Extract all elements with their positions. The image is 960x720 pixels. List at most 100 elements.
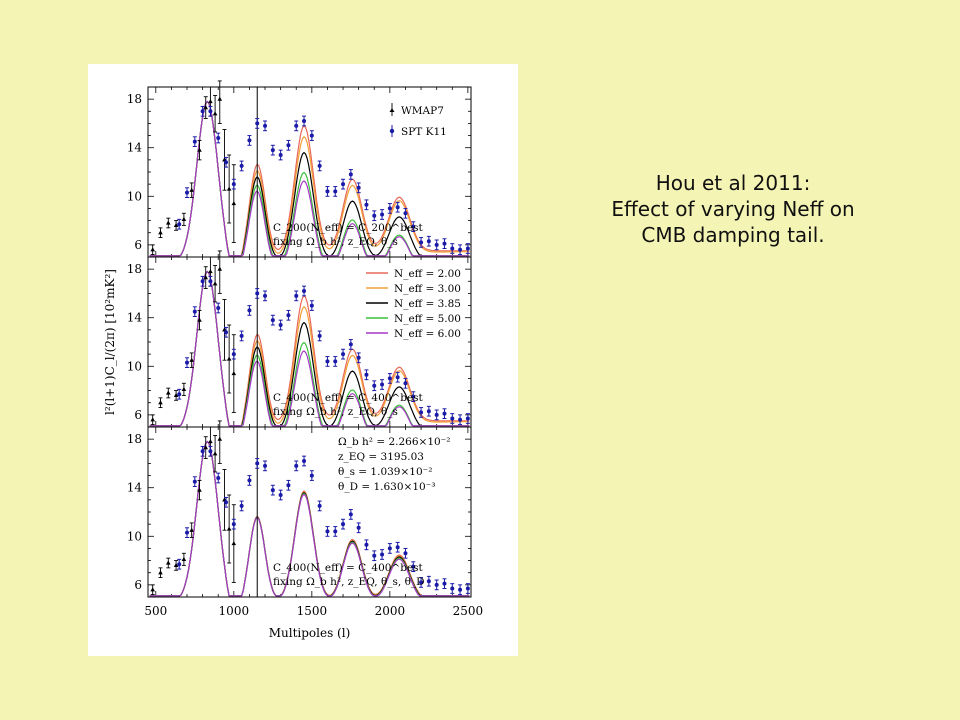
panel-1-note-constraint: C_200(N_eff) = C_200^best (273, 222, 424, 234)
panel-3-spt-point (387, 546, 392, 551)
panel-1-spt-point (278, 153, 283, 157)
panel-1-wmap7-point (165, 220, 171, 225)
panel-3-spt-point (302, 459, 307, 463)
panel-3-spt-point (341, 522, 346, 527)
panel-3-spt-point (426, 579, 431, 584)
panel-3-spt-point (419, 580, 424, 585)
panel-3-wmap7-point (217, 436, 223, 441)
panel-2-wmap7-point (203, 275, 209, 280)
panel-3-wmap7-point (231, 541, 237, 546)
panel-3-spt-point (325, 529, 330, 534)
panel-1-spt-point (450, 246, 455, 251)
panel-2-spt-point (341, 352, 346, 357)
panel-3-ytick-label: 10 (127, 529, 142, 543)
panel-3-spt-point (372, 553, 377, 558)
panel-3-ytick-label: 14 (127, 481, 143, 495)
xtick-label-2500: 2500 (453, 604, 484, 618)
panel-1-spt-point (270, 148, 275, 153)
panel-3-wmap7-point (197, 487, 202, 492)
panel-3-spt-point (192, 479, 197, 484)
panel-2-spt-point (216, 306, 221, 310)
panel-3-spt-point (255, 461, 260, 466)
panel-2-spt-point (302, 289, 307, 293)
panel-1-ytick-label: 10 (127, 189, 142, 203)
panel-1-spt-point (302, 119, 307, 123)
panel-1-spt-point (177, 222, 182, 227)
panel-1-spt-point (247, 138, 252, 143)
panel-3-spt-point (411, 564, 416, 569)
panel-2-wmap7-point (158, 400, 163, 405)
param-text-2: z_EQ = 3195.03 (338, 451, 424, 463)
panel-3-wmap7-point (150, 587, 155, 592)
panel-2-note-fixing: fixing Ω_b h², z_EQ, θ_s (273, 406, 398, 418)
panel-1-wmap7-point (197, 147, 202, 152)
panel-2-wmap7-point (212, 281, 218, 286)
panel-2-spt-point (286, 313, 291, 318)
panel-2-ytick-label: 10 (127, 359, 142, 373)
legend-wmap7-label: WMAP7 (401, 105, 444, 117)
panel-2-spt-point (465, 416, 470, 421)
panel-1-spt-point (403, 211, 408, 216)
panel-2-spt-point (200, 279, 205, 284)
panel-1-spt-point (255, 121, 260, 126)
panel-1-wmap7-point (217, 96, 223, 101)
panel-2-spt-point (224, 330, 229, 335)
panel-2-spt-point (450, 416, 455, 421)
panel-2-spt-point (263, 293, 268, 298)
panel-3-spt-point (239, 503, 244, 508)
panel-1-wmap7-point (158, 230, 163, 235)
panel-2-spt-point (333, 359, 338, 364)
panel-2-spt-point (185, 360, 190, 365)
panel-3-spt-point (247, 478, 252, 483)
panel-3-wmap7-point (181, 556, 187, 561)
panel-2-spt-point (403, 381, 408, 386)
panel-2-spt-point (380, 382, 385, 387)
panel-1-spt-point (286, 143, 291, 148)
param-text-4: θ_D = 1.630×10⁻³ (338, 481, 435, 493)
panel-1-spt-point (348, 172, 353, 177)
panel-2-spt-point (255, 291, 260, 296)
panel-2-spt-point (348, 342, 353, 347)
panel-1-spt-point (333, 189, 338, 194)
panel-1-spt-point (395, 205, 400, 210)
panel-3-spt-point (317, 503, 322, 508)
panel-1-spt-point (356, 185, 361, 190)
panel-1-spt-point (380, 212, 385, 217)
panel-3-spt-point (200, 449, 205, 454)
panel-2-spt-point (426, 409, 431, 414)
panel-1-spt-point (309, 133, 314, 138)
panel-1-wmap7-point (150, 247, 155, 252)
panel-1-ytick-label: 18 (127, 92, 142, 106)
panel-2-spt-point (419, 410, 424, 415)
param-text-3: θ_s = 1.039×10⁻² (338, 466, 432, 478)
panel-3-wmap7-point (189, 527, 194, 532)
panel-1-spt-point (192, 139, 197, 144)
panel-3-wmap7-point (158, 570, 163, 575)
panel-2-wmap7-point (208, 269, 213, 274)
y-axis-label: l²(l+1)C_l/(2π) [10²mK²] (103, 269, 117, 415)
panel-3-wmap7-point (208, 439, 213, 444)
panel-1-spt-point (411, 224, 416, 229)
panel-2-spt-point (239, 333, 244, 338)
panel-2-ytick-label: 18 (127, 262, 142, 276)
caption-line-1: Hou et al 2011: (655, 171, 811, 195)
panel-3-ytick-label: 18 (127, 432, 142, 446)
panel-3-wmap7-point (165, 560, 171, 565)
panel-3-spt-point (185, 530, 190, 535)
panel-3-spt-point (278, 493, 283, 497)
panel-1-ytick-label: 6 (134, 238, 142, 252)
xtick-label-2000: 2000 (375, 604, 406, 618)
panel-2-spt-point (411, 394, 416, 399)
panel-3-spt-point (216, 476, 221, 480)
panel-3-ytick-label: 6 (134, 578, 142, 592)
panel-2-wmap7-point (231, 371, 237, 376)
panel-1-spt-point (208, 109, 213, 114)
panel-1-wmap7-point (203, 105, 209, 110)
caption-line-3: CMB damping tail. (641, 223, 825, 247)
panel-1-spt-point (387, 206, 392, 211)
panel-3-spt-point (177, 562, 182, 567)
panel-2-wmap7-point (217, 266, 223, 271)
